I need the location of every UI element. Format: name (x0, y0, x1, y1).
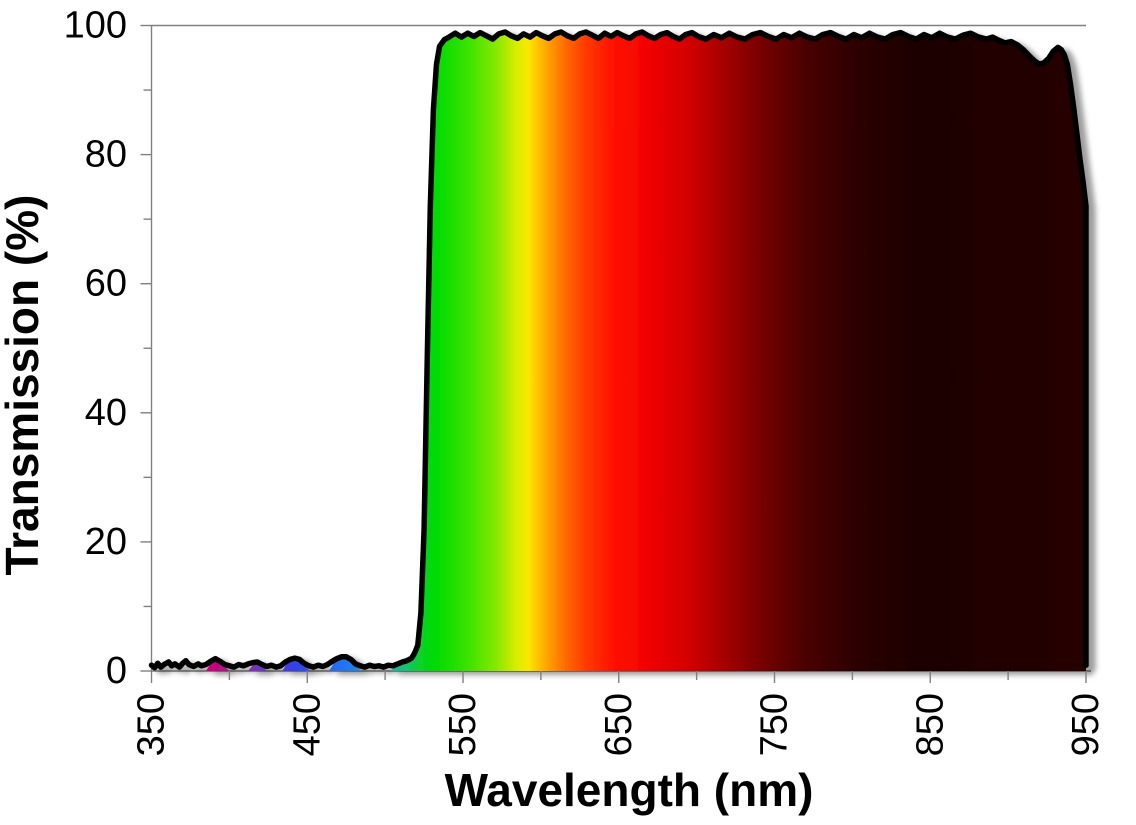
axis-tick-labels: 0 20 40 60 80 100 350 450 550 650 750 850 950 (64, 5, 1107, 757)
y-tick-label: 100 (64, 5, 127, 47)
x-tick-label: 950 (1065, 693, 1107, 756)
transmission-series (148, 29, 1089, 671)
y-tick-label: 0 (106, 650, 127, 692)
x-tick-label: 350 (131, 693, 173, 756)
x-tick-label: 650 (598, 693, 640, 756)
transmission-curve (148, 29, 1089, 671)
transmission-area (151, 32, 1086, 671)
x-tick-label: 450 (286, 693, 328, 756)
x-tick-label: 850 (909, 693, 951, 756)
x-axis-title: Wavelength (nm) (445, 764, 814, 816)
y-tick-label: 20 (85, 521, 127, 563)
y-axis-title: Transmission (%) (0, 195, 48, 576)
x-tick-label: 750 (754, 693, 796, 756)
y-tick-label: 80 (85, 134, 127, 176)
x-tick-label: 550 (442, 693, 484, 756)
y-tick-label: 40 (85, 392, 127, 434)
axis-ticks (140, 24, 1087, 683)
y-tick-label: 60 (85, 263, 127, 305)
